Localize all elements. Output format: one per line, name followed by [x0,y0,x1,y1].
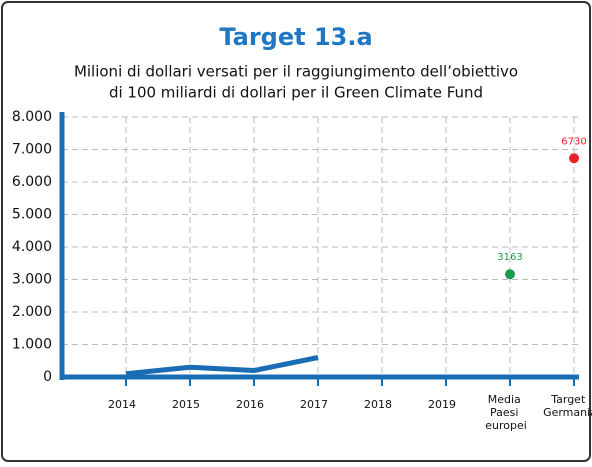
x-tick-label: 2019 [428,398,456,411]
y-tick-label: 5.000 [12,207,52,223]
x-tick-label: Media Paesi europei [485,393,527,432]
y-tick-label: 4.000 [12,239,52,255]
x-tick-label: Target Germania [543,393,592,419]
x-tick-label: 2014 [108,398,136,411]
point [505,269,515,280]
point [569,153,579,164]
y-tick-label: 3.000 [12,272,52,288]
y-tick-label: 7.000 [12,142,52,158]
subtitle: di 100 miliardi di dollari per il Green … [109,84,483,102]
y-tick-label: 8.000 [12,109,52,125]
subtitle: Milioni di dollari versati per il raggiu… [74,63,518,81]
line [125,355,319,377]
data-label: 3163 [497,252,522,263]
y-tick-label: 0 [43,369,52,385]
x-tick-label: 2018 [364,398,392,411]
x-tick-label: 2015 [172,398,200,411]
x-tick-label: 2016 [236,398,264,411]
chart-title: Target 13.a [219,23,372,51]
y-tick-label: 2.000 [12,304,52,320]
y-tick-label: 6.000 [12,174,52,190]
y-tick-label: 1.000 [12,337,52,353]
data-label: 6730 [561,136,586,147]
x-tick-label: 2017 [300,398,328,411]
